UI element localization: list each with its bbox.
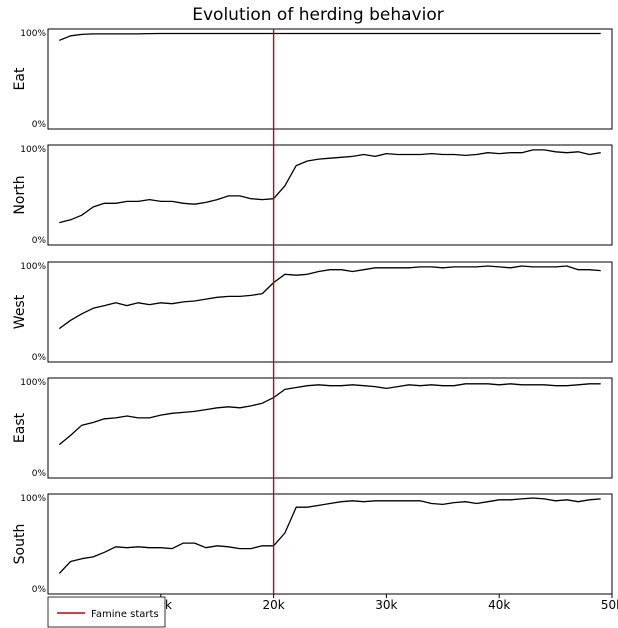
y-tick-label: 0%	[32, 469, 47, 479]
y-tick-label: 100%	[20, 378, 46, 388]
legend-label: Famine starts	[91, 609, 159, 620]
panel-west: 100% 0% West	[12, 261, 613, 363]
series-line-west	[58, 265, 601, 330]
y-tick-label: 0%	[32, 585, 47, 595]
x-tick-label: 50k	[601, 598, 618, 612]
panel-eat: 100% 0% Eat	[12, 28, 613, 130]
chart-title: Evolution of herding behavior	[192, 5, 443, 25]
series-label-eat: Eat	[12, 67, 28, 90]
panel-frame-north	[47, 144, 613, 246]
series-label-east: East	[12, 412, 28, 443]
series-label-south: South	[12, 524, 28, 565]
y-tick-label: 100%	[20, 262, 46, 272]
panel-frame-south	[47, 493, 613, 595]
y-tick-label: 0%	[32, 353, 47, 363]
legend-box	[47, 596, 166, 628]
series-line-south	[58, 497, 601, 574]
series-line-eat	[59, 32, 601, 42]
x-axis: 10k20k30k40k50k	[150, 594, 618, 612]
panel-east: 100% 0% East	[12, 377, 613, 479]
panel-north: 100% 0% North	[12, 144, 613, 246]
series-line-north	[59, 149, 601, 224]
legend: Famine starts	[47, 596, 166, 628]
y-tick-label: 0%	[32, 236, 47, 246]
panel-frame-west	[47, 261, 613, 363]
panels: 100% 0% Eat 100% 0% North 100% 0% West 100% 0% East…	[12, 28, 613, 595]
y-tick-label: 0%	[32, 120, 47, 130]
panel-frame-eat	[47, 28, 613, 130]
y-tick-label: 100%	[20, 29, 46, 39]
series-line-east	[58, 383, 601, 446]
panel-frame-east	[47, 377, 613, 479]
panel-south: 100% 0% South	[12, 493, 613, 595]
x-tick-label: 20k	[262, 598, 284, 612]
y-tick-label: 100%	[20, 494, 46, 504]
y-tick-label: 100%	[20, 145, 46, 155]
x-tick-label: 30k	[375, 598, 397, 612]
series-label-west: West	[12, 294, 28, 329]
x-tick-label: 40k	[488, 598, 510, 612]
series-label-north: North	[12, 175, 28, 214]
